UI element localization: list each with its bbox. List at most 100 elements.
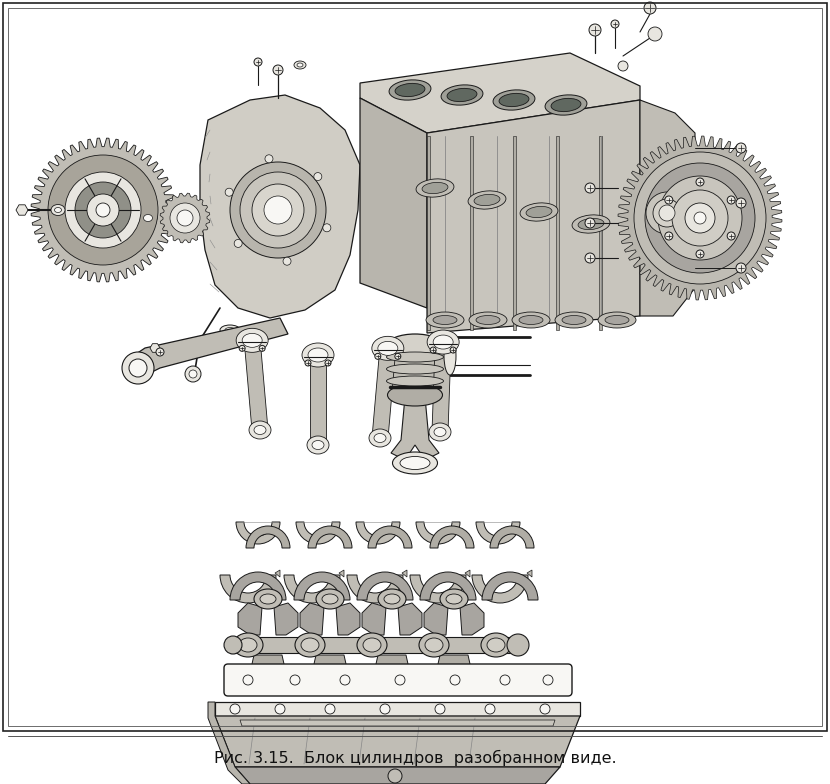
Polygon shape (215, 702, 580, 716)
Circle shape (736, 198, 746, 208)
Ellipse shape (51, 205, 65, 216)
Ellipse shape (468, 191, 506, 209)
Polygon shape (513, 136, 516, 330)
Wedge shape (246, 526, 290, 548)
Ellipse shape (302, 343, 334, 367)
Circle shape (129, 359, 147, 377)
Circle shape (388, 769, 402, 783)
Circle shape (500, 675, 510, 685)
Ellipse shape (700, 194, 720, 232)
Wedge shape (220, 575, 276, 603)
Polygon shape (465, 570, 470, 577)
Wedge shape (347, 575, 403, 603)
Ellipse shape (295, 633, 325, 657)
Circle shape (254, 58, 262, 66)
Circle shape (727, 196, 735, 204)
Polygon shape (208, 702, 250, 784)
Ellipse shape (469, 312, 507, 328)
Circle shape (240, 172, 316, 248)
Polygon shape (130, 318, 288, 378)
Ellipse shape (434, 427, 446, 437)
Wedge shape (284, 575, 340, 603)
Circle shape (96, 203, 110, 217)
Polygon shape (460, 603, 484, 635)
Ellipse shape (639, 186, 695, 241)
Wedge shape (472, 575, 528, 603)
Polygon shape (300, 603, 324, 635)
Ellipse shape (493, 90, 535, 110)
Circle shape (259, 345, 265, 351)
Circle shape (48, 155, 158, 265)
Polygon shape (310, 355, 326, 445)
Ellipse shape (297, 63, 303, 67)
Circle shape (585, 218, 595, 228)
Ellipse shape (372, 336, 404, 361)
Ellipse shape (307, 436, 329, 454)
Ellipse shape (387, 364, 443, 374)
Ellipse shape (322, 594, 338, 604)
Wedge shape (308, 526, 352, 548)
Ellipse shape (378, 341, 398, 355)
Polygon shape (312, 655, 348, 680)
Ellipse shape (605, 315, 629, 325)
Polygon shape (372, 347, 396, 439)
Polygon shape (402, 570, 407, 577)
Ellipse shape (545, 95, 587, 115)
Ellipse shape (220, 325, 240, 335)
Ellipse shape (526, 206, 552, 218)
Wedge shape (294, 572, 350, 600)
Circle shape (540, 704, 550, 714)
Polygon shape (556, 136, 559, 330)
Polygon shape (235, 767, 560, 784)
Polygon shape (427, 100, 640, 333)
Ellipse shape (487, 638, 505, 652)
Polygon shape (599, 136, 602, 330)
Polygon shape (200, 95, 360, 318)
Circle shape (325, 704, 335, 714)
Ellipse shape (387, 352, 443, 362)
Ellipse shape (254, 426, 266, 434)
Wedge shape (430, 526, 474, 548)
Polygon shape (31, 138, 175, 282)
Polygon shape (274, 603, 298, 635)
Polygon shape (391, 397, 439, 460)
Circle shape (230, 704, 240, 714)
Polygon shape (470, 136, 473, 330)
Ellipse shape (393, 452, 437, 474)
Circle shape (696, 250, 704, 258)
Circle shape (243, 675, 253, 685)
Circle shape (736, 263, 746, 273)
Polygon shape (339, 570, 344, 577)
Wedge shape (236, 522, 280, 544)
Circle shape (485, 704, 495, 714)
Ellipse shape (254, 589, 282, 609)
Ellipse shape (551, 99, 581, 111)
Circle shape (230, 162, 326, 258)
Polygon shape (398, 603, 422, 635)
Ellipse shape (440, 589, 468, 609)
Ellipse shape (388, 334, 442, 356)
Circle shape (340, 675, 350, 685)
Circle shape (694, 212, 706, 224)
Ellipse shape (512, 312, 550, 328)
Circle shape (672, 190, 728, 246)
Ellipse shape (239, 638, 257, 652)
Ellipse shape (225, 328, 235, 332)
Circle shape (87, 194, 119, 226)
Ellipse shape (433, 315, 457, 325)
Circle shape (645, 163, 755, 273)
Circle shape (585, 253, 595, 263)
Circle shape (156, 348, 164, 356)
Circle shape (177, 210, 193, 226)
Circle shape (265, 154, 273, 163)
Wedge shape (356, 522, 400, 544)
Circle shape (239, 345, 245, 351)
Polygon shape (427, 136, 430, 330)
Ellipse shape (598, 312, 636, 328)
Circle shape (252, 184, 304, 236)
FancyBboxPatch shape (224, 664, 572, 696)
Circle shape (665, 196, 673, 204)
Circle shape (450, 675, 460, 685)
Polygon shape (275, 570, 280, 577)
Ellipse shape (441, 85, 483, 105)
